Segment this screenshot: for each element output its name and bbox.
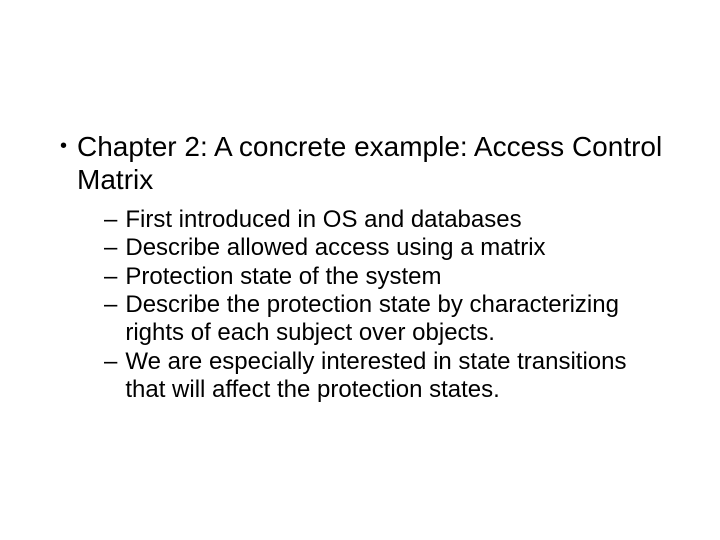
dash-marker: –	[104, 348, 117, 376]
sub-bullet-item: – First introduced in OS and databases	[104, 206, 670, 234]
slide: • Chapter 2: A concrete example: Access …	[0, 0, 720, 540]
dash-marker: –	[104, 263, 117, 291]
bullet-marker: •	[58, 130, 67, 162]
main-bullet-text: Chapter 2: A concrete example: Access Co…	[77, 130, 670, 196]
sub-bullet-item: – Protection state of the system	[104, 263, 670, 291]
sub-bullet-text: Describe the protection state by charact…	[125, 291, 670, 348]
sub-bullet-text: We are especially interested in state tr…	[125, 348, 670, 405]
main-bullet-item: • Chapter 2: A concrete example: Access …	[58, 130, 670, 196]
sub-bullet-text: First introduced in OS and databases	[125, 206, 670, 234]
sub-bullet-item: – We are especially interested in state …	[104, 348, 670, 405]
sub-bullet-list: – First introduced in OS and databases –…	[58, 206, 670, 404]
sub-bullet-item: – Describe allowed access using a matrix	[104, 234, 670, 262]
dash-marker: –	[104, 206, 117, 234]
dash-marker: –	[104, 234, 117, 262]
dash-marker: –	[104, 291, 117, 319]
sub-bullet-text: Describe allowed access using a matrix	[125, 234, 670, 262]
sub-bullet-text: Protection state of the system	[125, 263, 670, 291]
sub-bullet-item: – Describe the protection state by chara…	[104, 291, 670, 348]
